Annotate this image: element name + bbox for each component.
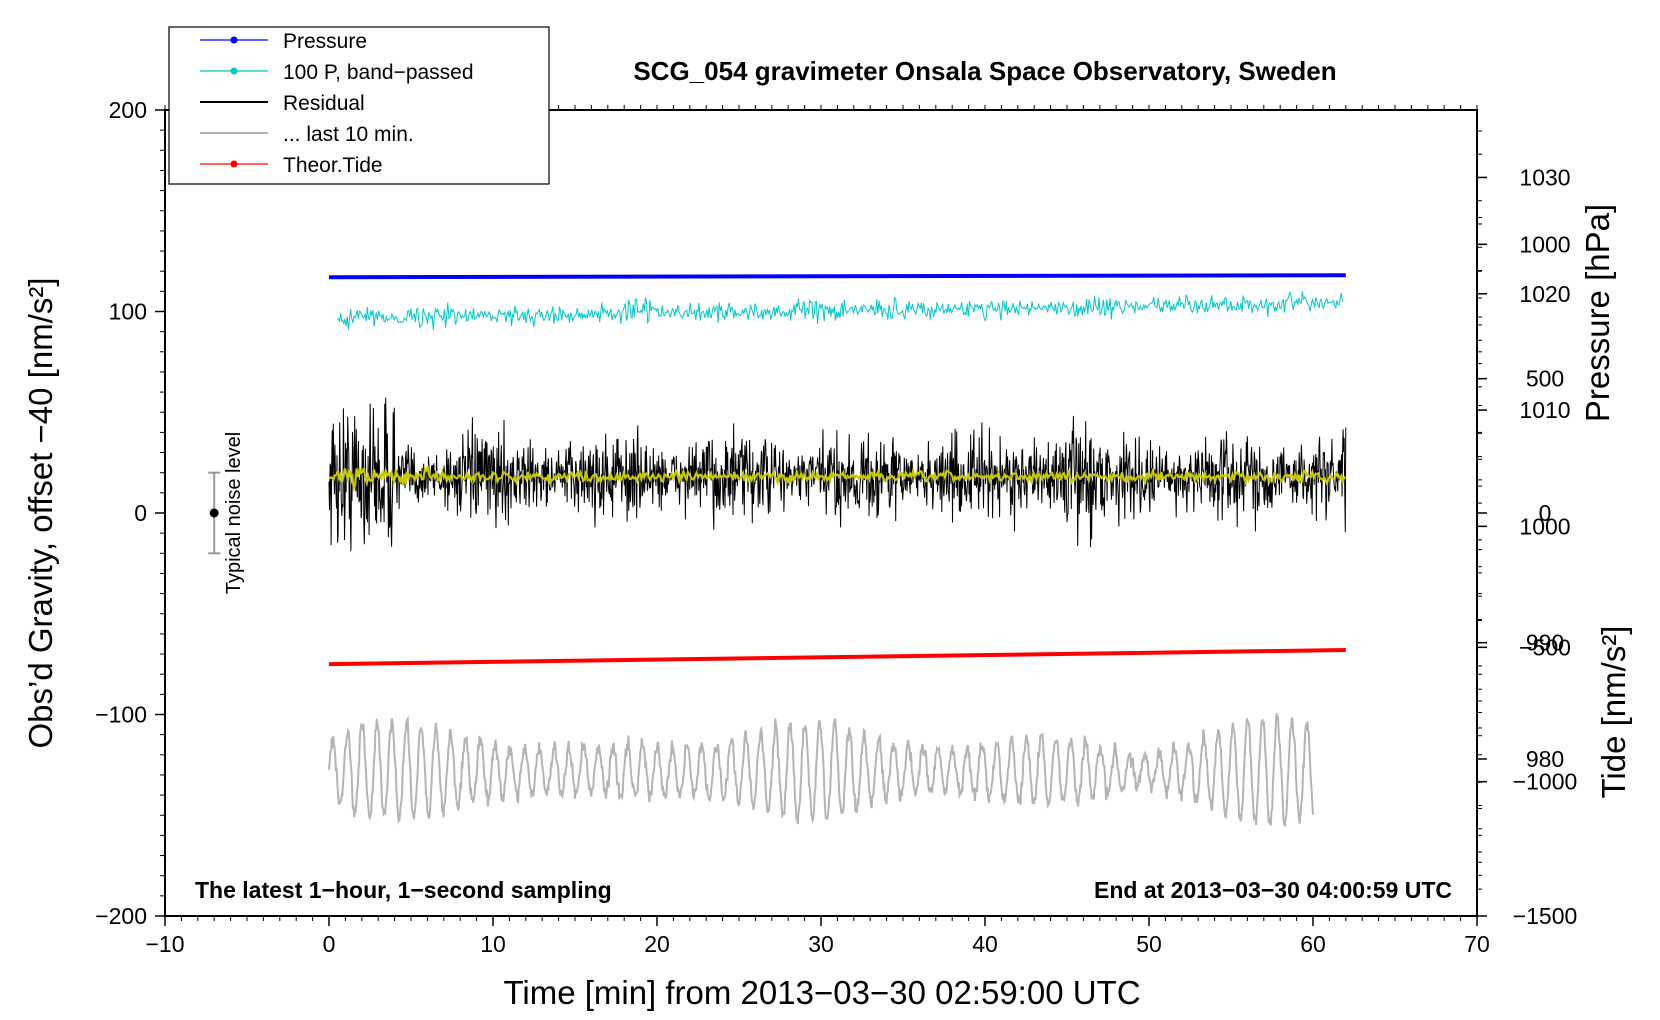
- pressure-tick-label: 990: [1526, 630, 1564, 656]
- legend-entry-pressure: Pressure: [200, 30, 367, 53]
- legend-entry-pressure-band: 100 P, band−passed: [200, 61, 474, 84]
- series-residual: [328, 397, 1347, 552]
- x-tick-label: 10: [480, 931, 506, 957]
- tide-tick-label: 500: [1526, 366, 1564, 392]
- x-tick-label: −10: [145, 931, 184, 957]
- series-pressure-bandpassed: [336, 290, 1343, 330]
- y-axis-label: Obs’d Gravity, offset −40 [nm/s²]: [22, 277, 59, 748]
- y-tick-label: −200: [95, 903, 147, 929]
- noise-bar: Typical noise level: [208, 432, 245, 594]
- x-tick-label: 0: [323, 931, 336, 957]
- legend-entry-tide: Theor.Tide: [200, 154, 383, 177]
- pressure-tick-label: 1010: [1519, 397, 1570, 423]
- noise-bar-center: [209, 508, 219, 518]
- legend-label-pressure: Pressure: [283, 30, 367, 53]
- y-tick-label: −100: [95, 702, 147, 728]
- y-tick-label: 200: [109, 97, 147, 123]
- legend-box: [168, 26, 550, 185]
- legend-label-tide: Theor.Tide: [283, 154, 383, 177]
- x-tick-label: 20: [644, 931, 670, 957]
- x-tick-label: 30: [808, 931, 834, 957]
- pressure-tick-label: 1000: [1519, 513, 1570, 539]
- tide-tick-label: −1500: [1513, 903, 1578, 929]
- x-tick-label: 50: [1136, 931, 1162, 957]
- legend-marker-tide: [230, 160, 238, 168]
- tide-tick-label: 1000: [1519, 231, 1570, 257]
- pressure-tick-label: 1020: [1519, 281, 1570, 307]
- x-tick-label: 60: [1300, 931, 1326, 957]
- pressure-tick-label: 980: [1526, 746, 1564, 772]
- legend-entry-residual: Residual: [200, 92, 365, 115]
- legend-entry-last10: ... last 10 min.: [200, 123, 414, 146]
- tide-tick-label: −500: [1519, 634, 1571, 660]
- pressure-axis-label: Pressure [hPa]: [1579, 204, 1616, 422]
- noise-bar-label: Typical noise level: [223, 432, 245, 594]
- chart-title: SCG_054 gravimeter Onsala Space Observat…: [633, 56, 1336, 86]
- annotation-end-time: End at 2013−03−30 04:00:59 UTC: [1094, 877, 1452, 903]
- legend-marker-pressure: [230, 36, 238, 44]
- x-tick-label: 40: [972, 931, 998, 957]
- series-layer: [328, 273, 1347, 828]
- annotation-sampling: The latest 1−hour, 1−second sampling: [195, 877, 612, 903]
- pressure-tick-label: 1030: [1519, 164, 1570, 190]
- tide-tick-label: 0: [1539, 500, 1552, 526]
- ticks-layer: −10 0 10 20 30 40 50 60 702001000−100−2001030102…: [95, 97, 1577, 957]
- legend-label-residual: Residual: [283, 92, 365, 115]
- tide-tick-label: −1000: [1513, 769, 1578, 795]
- series-residual-smoothed: [328, 464, 1346, 492]
- tide-axis-label: Tide [nm/s²]: [1595, 626, 1632, 799]
- series-theor-tide: [328, 648, 1346, 667]
- series-pressure: [328, 273, 1346, 280]
- legend-marker-pressure-band: [230, 67, 238, 75]
- y-tick-label: 0: [134, 500, 147, 526]
- legend: Pressure 100 P, band−passed Residual ...…: [168, 26, 550, 185]
- x-axis-label: Time [min] from 2013−03−30 02:59:00 UTC: [503, 974, 1140, 1011]
- x-tick-label: 70: [1464, 931, 1490, 957]
- y-tick-label: 100: [109, 299, 147, 325]
- legend-label-pressure-band: 100 P, band−passed: [283, 61, 474, 84]
- series-last-10-min: [328, 713, 1314, 828]
- legend-label-last10: ... last 10 min.: [283, 123, 414, 146]
